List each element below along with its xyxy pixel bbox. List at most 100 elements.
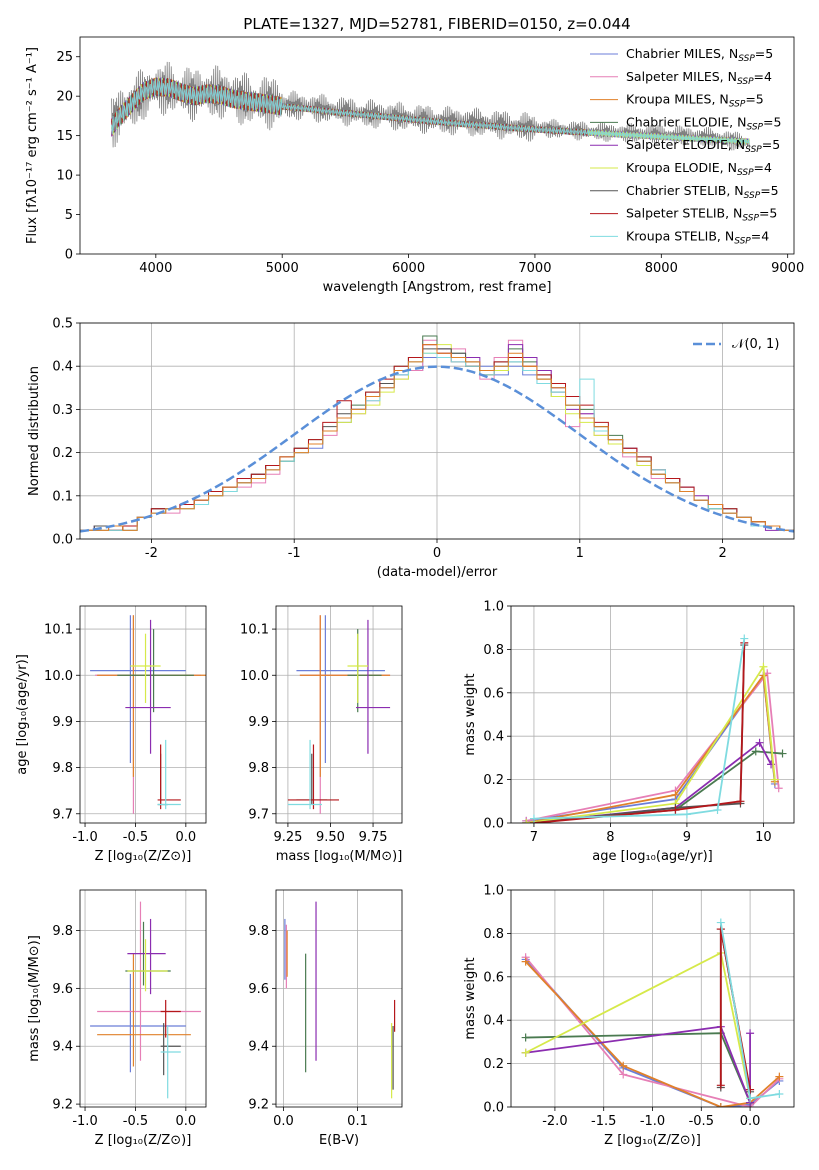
y-axis-label: Flux [fλ10⁻¹⁷ erg cm⁻² s⁻¹ A⁻¹] [25, 47, 40, 244]
x-tick-label: 1 [576, 546, 584, 561]
weight-point-marker [746, 1029, 755, 1038]
weight-point-marker [521, 1048, 530, 1057]
y-tick-label: 0.4 [483, 730, 504, 745]
y-tick-label: 10.1 [240, 623, 269, 638]
y-axis-label: age [log₁₀(age/yr)] [15, 654, 30, 775]
x-axis-label: E(B-V) [319, 1133, 359, 1148]
x-tick-label: 0.0 [273, 1114, 294, 1129]
x-axis-label: Z [log₁₀(Z/Z⊙)] [95, 849, 192, 864]
plot-area-mass_vs_ebv [284, 901, 396, 1099]
axes-frame [510, 605, 795, 824]
y-tick-label: 9.4 [248, 1040, 269, 1055]
weight-point-marker [736, 797, 745, 806]
weight-point-marker [775, 1089, 784, 1098]
x-tick-label: -1.0 [72, 1114, 97, 1129]
y-axis-label: mass weight [463, 957, 478, 1039]
weight-point-marker [751, 747, 760, 756]
x-tick-label: 0.0 [175, 830, 196, 845]
y-tick-label: 0.4 [483, 1014, 504, 1029]
weight-point-marker [619, 1061, 628, 1070]
y-tick-label: 10.0 [44, 669, 73, 684]
y-tick-label: 15 [56, 129, 73, 144]
y-tick-label: 9.2 [52, 1098, 73, 1113]
x-tick-label: -0.5 [689, 1114, 714, 1129]
y-tick-label: 9.7 [52, 807, 73, 822]
y-tick-label: 0.1 [52, 489, 73, 504]
y-tick-label: 0.2 [483, 1057, 504, 1072]
normal-curve [80, 365, 794, 533]
axes-frame [275, 605, 403, 824]
y-tick-label: 0.8 [483, 643, 504, 658]
x-tick-label: 8000 [645, 261, 678, 276]
histogram-step [80, 344, 794, 531]
x-tick-label: -2 [145, 546, 158, 561]
y-tick-label: 9.8 [248, 924, 269, 939]
weight-point-marker [716, 1081, 725, 1090]
weight-point-marker [521, 1033, 530, 1042]
x-tick-label: -0.5 [123, 830, 148, 845]
weight-point-marker [682, 810, 691, 819]
legend-label: Chabrier MILES, NSSP=5 [626, 46, 773, 64]
plot-area-age_vs_mass [287, 615, 391, 814]
x-axis-label: Z [log₁₀(Z/Z⊙)] [604, 1133, 701, 1148]
weight-point-marker [716, 1103, 725, 1107]
y-tick-label: 10.1 [44, 623, 73, 638]
y-tick-label: 0.5 [52, 317, 73, 332]
y-tick-label: 9.2 [248, 1098, 269, 1113]
x-tick-label: 0 [433, 546, 441, 561]
weight-point-marker [529, 814, 538, 823]
x-tick-label: 9000 [771, 261, 804, 276]
weight-series-line [524, 956, 780, 1107]
x-tick-label: 9.75 [359, 830, 388, 845]
axes-frame [79, 36, 795, 255]
weight-point-marker [746, 1085, 755, 1094]
plot-area-residuals [80, 335, 794, 533]
x-axis-label: (data-model)/error [377, 565, 498, 580]
x-tick-label: -1 [288, 546, 301, 561]
x-tick-label: -1.0 [640, 1114, 665, 1129]
y-tick-label: 0.6 [483, 970, 504, 985]
y-tick-label: 9.8 [52, 924, 73, 939]
legend-label: Salpeter MILES, NSSP=4 [626, 69, 772, 87]
weight-point-marker [746, 1094, 755, 1103]
weight-series-line [525, 951, 751, 1099]
x-axis-label: age [log₁₀(age/yr)] [592, 849, 713, 864]
y-tick-label: 25 [56, 50, 73, 65]
y-tick-label: 9.6 [248, 982, 269, 997]
legend-label: Kroupa ELODIE, NSSP=4 [626, 160, 772, 178]
axes-spectrum: 4000 5000 6000 7000 8000 9000 0 5 10 15 20 25 wavele… [25, 36, 804, 295]
axes-age_vs_z: -1.0 -0.5 0.0 9.7 9.8 9.9 10.0 10.1 Z [log₁₀(Z/Z… [15, 605, 207, 864]
weight-point-marker [759, 662, 768, 671]
plots-layer: 4000 5000 6000 7000 8000 90000510152025wavele… [15, 36, 804, 1148]
y-tick-label: 9.8 [248, 761, 269, 776]
weight-point-marker [522, 819, 531, 823]
x-tick-label: 8 [606, 830, 614, 845]
legend-label: Salpeter ELODIE, NSSP=5 [626, 137, 780, 155]
axes-frame [79, 322, 795, 540]
y-tick-label: 5 [65, 208, 73, 223]
x-axis-label: mass [log₁₀(M/M⊙)] [276, 849, 403, 864]
x-tick-label: -1.0 [72, 830, 97, 845]
x-tick-label: 7 [530, 830, 538, 845]
x-tick-label: 4000 [139, 261, 172, 276]
x-axis-label: Z [log₁₀(Z/Z⊙)] [95, 1133, 192, 1148]
legend-label: Salpeter STELIB, NSSP=5 [626, 206, 777, 224]
axes-frame [79, 605, 207, 824]
y-tick-label: 1.0 [483, 884, 504, 899]
weight-point-marker [774, 784, 783, 793]
y-tick-label: 0.8 [483, 927, 504, 942]
y-axis-label: mass weight [463, 673, 478, 755]
weight-series-line [525, 1032, 751, 1104]
y-tick-label: 0.0 [52, 533, 73, 548]
plot-area-weight_vs_age [522, 634, 787, 823]
x-tick-label: 7000 [518, 261, 551, 276]
weight-series-line [526, 664, 776, 823]
plot-area-age_vs_z [90, 615, 206, 814]
y-tick-label: 9.9 [248, 715, 269, 730]
axes-residuals: -2 -1 0 1 2 0.0 0.1 0.2 0.3 0.4 0.5 (data-model)/er… [27, 317, 795, 580]
y-tick-label: 0.6 [483, 686, 504, 701]
y-tick-label: 0.2 [52, 446, 73, 461]
weight-point-marker [740, 634, 749, 643]
legend-label: 𝒩(0, 1) [732, 337, 779, 352]
y-tick-label: 9.6 [52, 982, 73, 997]
